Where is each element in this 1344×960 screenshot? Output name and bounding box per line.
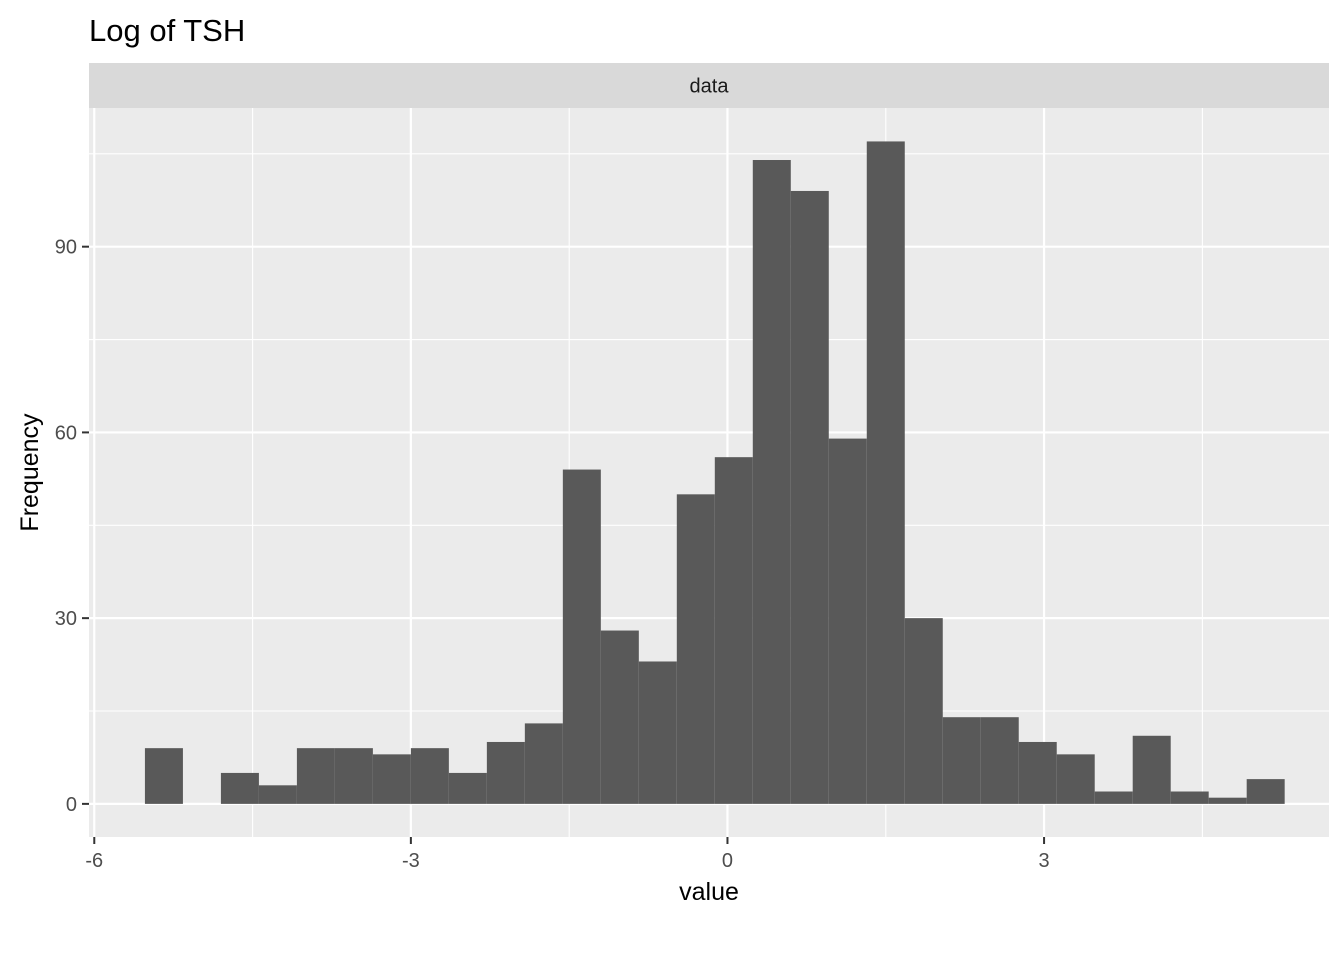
histogram-bar [1246, 779, 1285, 804]
histogram-bar [448, 772, 487, 804]
histogram-bar [752, 160, 791, 804]
histogram-bar [1094, 791, 1133, 804]
histogram-bar [866, 141, 905, 804]
chart-title: Log of TSH [89, 13, 245, 48]
histogram-bar [904, 618, 943, 804]
histogram-bar [562, 469, 601, 804]
histogram-bar [1056, 754, 1095, 804]
histogram-bar [980, 717, 1019, 804]
histogram-bar [714, 457, 753, 804]
y-tick-label: 0 [66, 794, 77, 816]
histogram-bar [486, 741, 525, 804]
histogram-bar [296, 748, 335, 804]
histogram-bar [334, 748, 373, 804]
histogram-bar [1208, 797, 1247, 804]
histogram-bars [144, 141, 1285, 804]
histogram-bar [144, 748, 183, 804]
histogram-bar [828, 438, 867, 804]
x-tick-label: 0 [722, 850, 733, 872]
histogram-bar [410, 748, 449, 804]
y-axis-title: Frequency [16, 413, 44, 532]
y-tick-label: 60 [55, 422, 77, 444]
histogram-bar [600, 630, 639, 804]
y-axis: 0 30 60 90 [55, 237, 89, 816]
histogram-bar [790, 190, 829, 804]
y-tick-label: 30 [55, 608, 77, 630]
facet-strip [89, 63, 1329, 108]
x-axis-title: value [679, 878, 739, 906]
histogram-bar [220, 772, 259, 804]
histogram-bar [524, 723, 563, 804]
histogram-bar [1132, 735, 1171, 804]
histogram-bar [676, 494, 715, 804]
histogram-bar [1170, 791, 1209, 804]
histogram-bar [638, 661, 677, 804]
facet-strip-label: data [690, 76, 730, 98]
x-tick-label: 3 [1039, 850, 1050, 872]
x-tick-label: -6 [85, 850, 103, 872]
histogram-bar [372, 754, 411, 804]
histogram-bar [258, 785, 297, 804]
y-tick-label: 90 [55, 237, 77, 259]
x-tick-label: -3 [402, 850, 420, 872]
histogram-bar [942, 717, 981, 804]
histogram-bar [1018, 741, 1057, 804]
x-axis: -6 -3 0 3 [85, 837, 1050, 872]
